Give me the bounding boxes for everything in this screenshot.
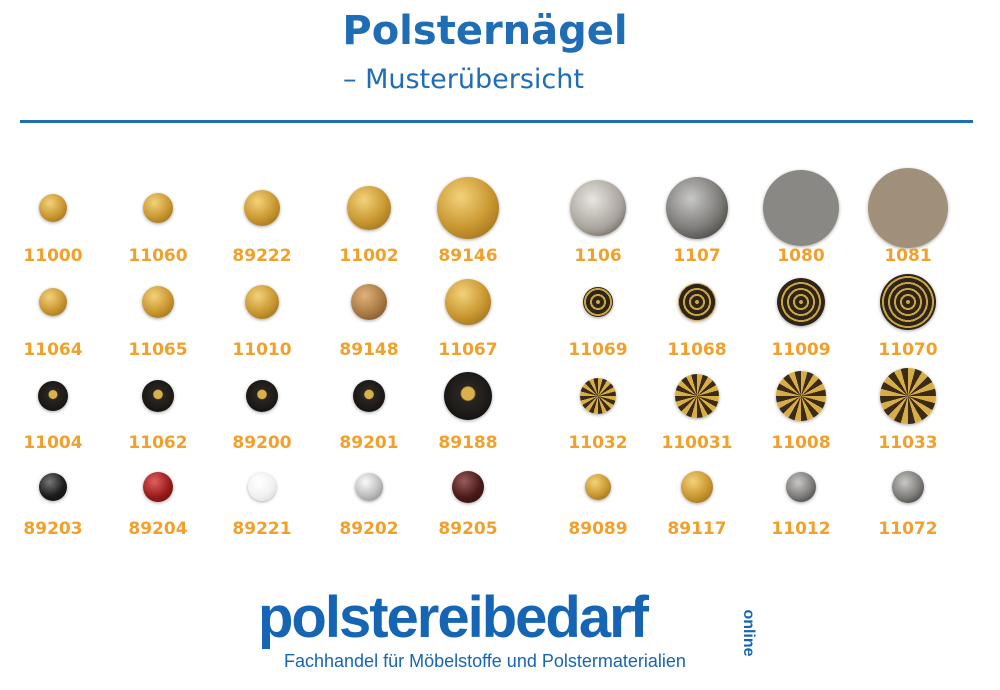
- article-number: 1106: [574, 246, 622, 266]
- article-number: 11009: [771, 340, 831, 360]
- nail-image-pewter-light: [570, 180, 626, 236]
- nail-image-gold: [437, 177, 499, 239]
- article-number: 1080: [777, 246, 825, 266]
- logo-tagline: Fachhandel für Möbelstoffe und Polsterma…: [284, 651, 686, 671]
- nail-image-ornate-circles: [678, 283, 716, 321]
- nail-image-white: [248, 473, 276, 501]
- article-number: 89222: [232, 246, 292, 266]
- nail-image-gold: [347, 186, 391, 230]
- page-subtitle: – Musterübersicht: [343, 64, 584, 95]
- article-number: 89200: [232, 433, 292, 453]
- nail-image-gold: [681, 471, 713, 503]
- nail-image-gold: [39, 194, 67, 222]
- nail-image-felt-grey: [763, 170, 839, 246]
- nail-image-dark-brown: [452, 471, 484, 503]
- article-number: 89117: [667, 519, 727, 539]
- nail-image-gold: [245, 285, 279, 319]
- article-number: 11010: [232, 340, 292, 360]
- nail-image-gold: [39, 288, 67, 316]
- article-number: 11064: [23, 340, 83, 360]
- nail-image-ornate-flower: [675, 374, 719, 418]
- article-number: 11000: [23, 246, 83, 266]
- article-number: 89188: [438, 433, 498, 453]
- nail-image-ornate-circles: [583, 287, 613, 317]
- article-number: 11002: [339, 246, 399, 266]
- article-number: 89203: [23, 519, 83, 539]
- nail-image-ornate-circles: [777, 278, 825, 326]
- nail-image-gold: [445, 279, 491, 325]
- article-number: 11068: [667, 340, 727, 360]
- nail-image-ornate-flower: [580, 378, 616, 414]
- article-number: 11070: [878, 340, 938, 360]
- nail-image-black-gold-cap: [444, 372, 492, 420]
- nail-image-black-gold-cap: [142, 380, 174, 412]
- nail-image-gold: [244, 190, 280, 226]
- nail-image-black: [39, 473, 67, 501]
- nail-image-black-gold-cap: [38, 381, 68, 411]
- article-number: 89089: [568, 519, 628, 539]
- nail-image-pewter-dark: [786, 472, 816, 502]
- article-number: 89205: [438, 519, 498, 539]
- nail-image-black-gold-cap: [246, 380, 278, 412]
- nail-image-silver: [355, 473, 383, 501]
- article-number: 89146: [438, 246, 498, 266]
- brand-logo: polstereibedarf Fachhandel für Möbelstof…: [258, 585, 778, 685]
- nail-image-gold: [143, 193, 173, 223]
- page-title: Polsternägel: [342, 8, 628, 54]
- article-number: 11072: [878, 519, 938, 539]
- article-number: 11069: [568, 340, 628, 360]
- nail-image-ornate-circles: [880, 274, 936, 330]
- nail-image-red: [143, 472, 173, 502]
- article-number: 110031: [661, 433, 733, 453]
- title-divider: [20, 120, 973, 123]
- article-number: 89221: [232, 519, 292, 539]
- article-number: 1107: [673, 246, 721, 266]
- article-number: 11060: [128, 246, 188, 266]
- article-number: 11008: [771, 433, 831, 453]
- article-number: 11012: [771, 519, 831, 539]
- article-number: 11062: [128, 433, 188, 453]
- article-number: 11004: [23, 433, 83, 453]
- article-number: 1081: [884, 246, 932, 266]
- article-number: 11032: [568, 433, 628, 453]
- article-number: 89201: [339, 433, 399, 453]
- nail-image-bronze: [351, 284, 387, 320]
- article-number: 11065: [128, 340, 188, 360]
- nail-image-gold: [142, 286, 174, 318]
- article-number: 11067: [438, 340, 498, 360]
- nail-image-ornate-flower: [880, 368, 936, 424]
- article-number: 89148: [339, 340, 399, 360]
- article-number: 11033: [878, 433, 938, 453]
- nail-image-felt-brown: [868, 168, 948, 248]
- nail-image-pewter-dark: [892, 471, 924, 503]
- nail-image-gold: [585, 474, 611, 500]
- logo-online: online: [740, 609, 757, 657]
- nail-image-ornate-flower: [776, 371, 826, 421]
- article-number: 89204: [128, 519, 188, 539]
- nail-image-black-gold-cap: [353, 380, 385, 412]
- article-number: 89202: [339, 519, 399, 539]
- nail-image-pewter-dark: [666, 177, 728, 239]
- logo-wordmark: polstereibedarf: [258, 585, 649, 650]
